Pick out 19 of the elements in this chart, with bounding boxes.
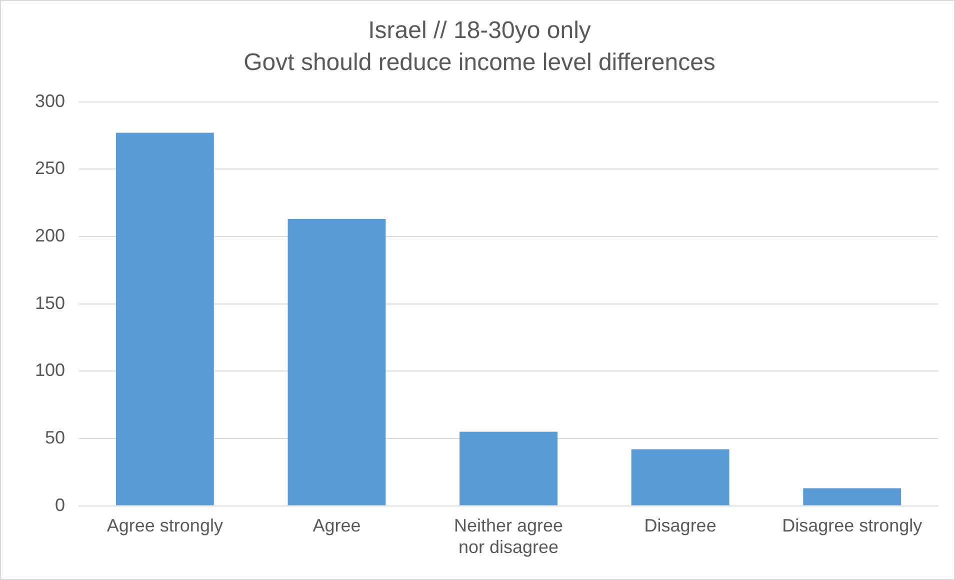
y-tick-label: 200 (34, 225, 66, 246)
chart-subtitle: Govt should reduce income level differences (244, 49, 716, 76)
bar (803, 488, 902, 506)
bar (288, 218, 386, 506)
bar (116, 132, 214, 506)
x-tick-label: Neither agree nor disagree (454, 516, 564, 558)
y-tick-label: 150 (34, 292, 66, 313)
y-tick-label: 100 (34, 360, 66, 380)
bar (631, 449, 730, 506)
x-tick-label: Disagree strongly (782, 516, 922, 536)
chart-title: Israel // 18-30yo only (368, 16, 591, 44)
y-tick-label: 50 (45, 427, 66, 448)
y-tick-label: 0 (55, 494, 66, 515)
x-tick-label: Disagree (644, 516, 716, 536)
bar (460, 432, 558, 506)
y-tick-label: 300 (34, 90, 66, 111)
y-tick-label: 250 (34, 158, 66, 178)
x-tick-label: Agree (312, 516, 361, 536)
x-tick-label: Agree strongly (106, 516, 223, 536)
